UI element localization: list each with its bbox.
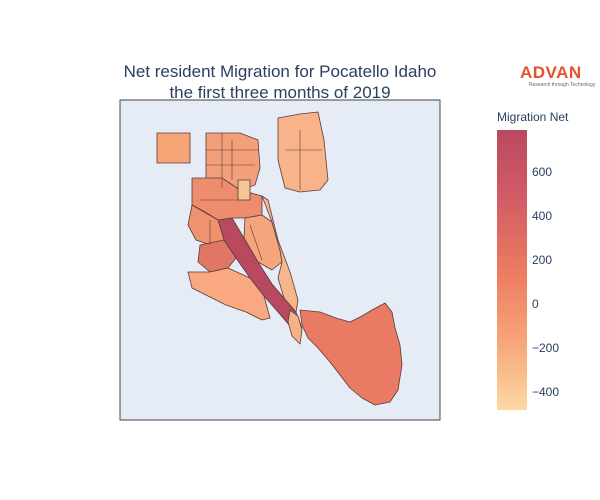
region-central-small[interactable]: [237, 179, 251, 201]
region-northeast[interactable]: [277, 111, 329, 193]
logo-wordmark: ADVAN: [520, 63, 582, 82]
region-small-south[interactable]: [287, 309, 303, 345]
region-southwest[interactable]: [187, 267, 271, 321]
chart-title-line-2: the first three months of 2019: [169, 83, 391, 102]
colorbar-tick-400: 400: [532, 208, 553, 223]
colorbar-gradient: [497, 130, 527, 410]
region-southeast[interactable]: [299, 302, 403, 406]
colorbar-tick-neg400: −400: [532, 385, 560, 400]
region-boundaries: [200, 130, 322, 261]
colorbar-tick-neg200: −200: [532, 341, 560, 356]
colorbar-tick-600: 600: [532, 164, 553, 179]
colorbar-tick-0: 0: [532, 297, 539, 312]
colorbar-title: Migration Net: [497, 110, 569, 124]
colorbar-tick-200: 200: [532, 253, 553, 268]
logo-tagline: Research through Technology: [529, 82, 596, 88]
region-northwest-block[interactable]: [156, 132, 191, 164]
advan-logo: ADVAN Research through Technology: [520, 64, 600, 89]
chart-title-line-1: Net resident Migration for Pocatello Ida…: [123, 62, 437, 81]
region-east-strip[interactable]: [261, 195, 299, 313]
